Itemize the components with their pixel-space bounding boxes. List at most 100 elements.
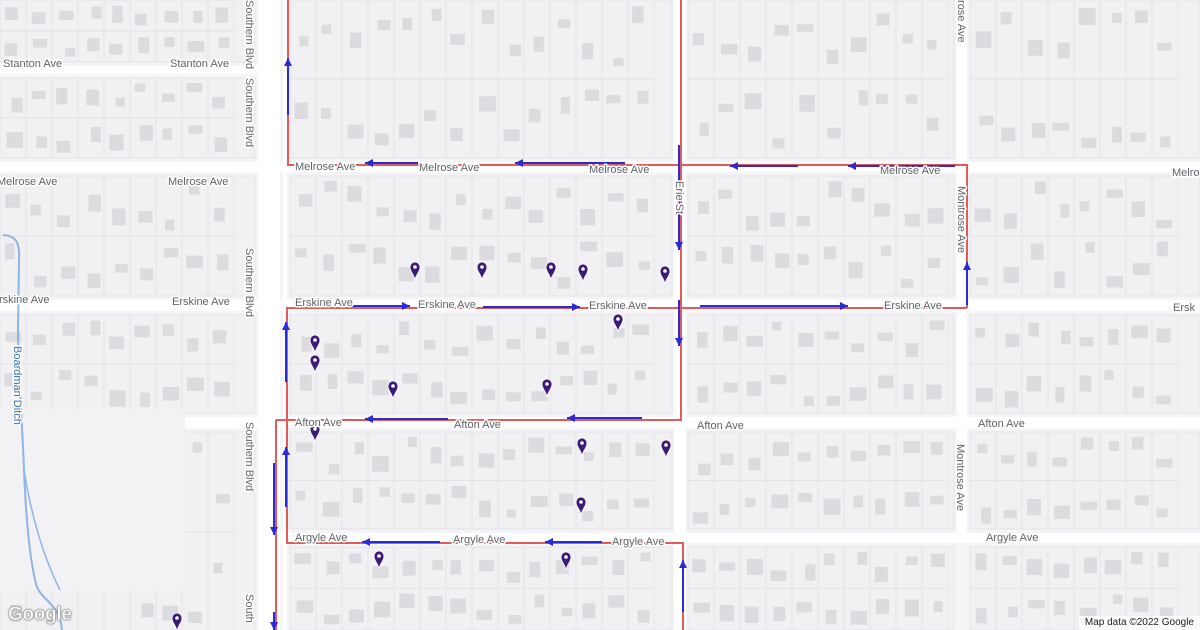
building xyxy=(1131,325,1149,339)
building xyxy=(798,493,813,503)
address-marker-pin[interactable] xyxy=(612,313,624,333)
building xyxy=(826,396,841,406)
address-marker-pin[interactable] xyxy=(476,261,488,281)
marker-dot xyxy=(391,384,395,388)
building xyxy=(531,391,548,402)
address-marker-pin[interactable] xyxy=(545,261,557,281)
building xyxy=(1112,126,1123,143)
marker-dot xyxy=(549,265,553,269)
building xyxy=(1005,334,1020,348)
address-marker-pin[interactable] xyxy=(577,263,589,283)
building xyxy=(773,606,786,622)
building xyxy=(556,341,570,355)
address-marker-pin[interactable] xyxy=(309,334,321,354)
address-marker-pin[interactable] xyxy=(576,437,588,457)
building xyxy=(1026,376,1042,392)
building xyxy=(581,556,598,565)
building xyxy=(10,605,23,622)
marker-dot xyxy=(579,500,583,504)
building xyxy=(582,510,594,522)
building xyxy=(374,601,391,618)
address-marker-pin[interactable] xyxy=(387,380,399,400)
address-marker-pin[interactable] xyxy=(560,551,572,571)
building xyxy=(451,486,467,498)
road-melrose xyxy=(0,162,1200,172)
marker-dot xyxy=(663,269,667,273)
parcel xyxy=(1151,480,1179,530)
building xyxy=(295,490,306,501)
building xyxy=(1054,505,1070,519)
building xyxy=(32,334,46,345)
building xyxy=(1054,600,1065,615)
label-southern-2: Southern Blvd xyxy=(243,78,255,147)
building xyxy=(1083,557,1097,574)
address-marker-pin[interactable] xyxy=(409,261,421,281)
building xyxy=(188,125,203,135)
building xyxy=(926,118,939,131)
building xyxy=(1132,386,1144,399)
building xyxy=(876,13,890,26)
building xyxy=(851,187,865,202)
direction-arrow-head xyxy=(362,538,370,546)
label-afton-a: Afton Ave xyxy=(295,417,342,429)
building xyxy=(301,336,312,352)
building xyxy=(425,493,441,505)
address-marker-pin[interactable] xyxy=(575,496,587,516)
building xyxy=(141,603,154,618)
address-marker-pin[interactable] xyxy=(659,265,671,285)
building xyxy=(32,90,46,100)
google-logo[interactable]: Google xyxy=(8,604,73,626)
building xyxy=(398,123,415,139)
building xyxy=(560,96,570,114)
parcel xyxy=(1151,588,1179,630)
building xyxy=(632,324,650,336)
address-marker-pin[interactable] xyxy=(309,354,321,374)
marker-icon xyxy=(575,496,587,516)
building xyxy=(1130,132,1146,143)
building xyxy=(975,387,993,402)
building xyxy=(295,248,307,258)
address-marker-pin[interactable] xyxy=(171,612,183,630)
building xyxy=(803,396,814,407)
direction-arrow-head xyxy=(282,322,290,330)
building xyxy=(213,562,223,574)
building xyxy=(606,95,621,104)
building xyxy=(323,254,335,272)
building xyxy=(32,38,48,48)
building xyxy=(771,494,789,509)
parcel xyxy=(207,117,235,159)
building xyxy=(902,34,913,44)
building xyxy=(1000,12,1012,25)
address-marker-pin[interactable] xyxy=(373,550,385,570)
direction-arrow-head xyxy=(572,303,580,311)
label-melrose-right: Melrose Ave xyxy=(880,165,940,177)
map-attribution[interactable]: Map data ©2022 Google xyxy=(1078,616,1200,630)
building xyxy=(424,339,436,350)
building xyxy=(1106,499,1121,511)
building xyxy=(720,453,734,466)
building xyxy=(927,208,944,224)
address-marker-pin[interactable] xyxy=(660,439,672,459)
address-marker-pin[interactable] xyxy=(541,378,553,398)
building xyxy=(479,500,491,518)
building xyxy=(606,499,619,510)
building xyxy=(530,257,548,269)
building xyxy=(528,209,544,223)
building xyxy=(352,488,363,503)
building xyxy=(927,257,941,269)
label-erskine-left-a: rskine Ave xyxy=(0,294,50,306)
building xyxy=(823,498,841,515)
building xyxy=(481,9,495,24)
parcel xyxy=(921,588,949,630)
direction-arrow-head xyxy=(270,622,278,630)
building xyxy=(505,196,522,210)
building xyxy=(638,261,650,270)
building xyxy=(164,11,179,23)
marker-icon xyxy=(309,354,321,374)
building xyxy=(192,441,202,453)
building xyxy=(34,275,47,288)
address-marker-pin[interactable] xyxy=(309,423,321,443)
building xyxy=(1002,556,1017,565)
building xyxy=(1057,42,1070,59)
